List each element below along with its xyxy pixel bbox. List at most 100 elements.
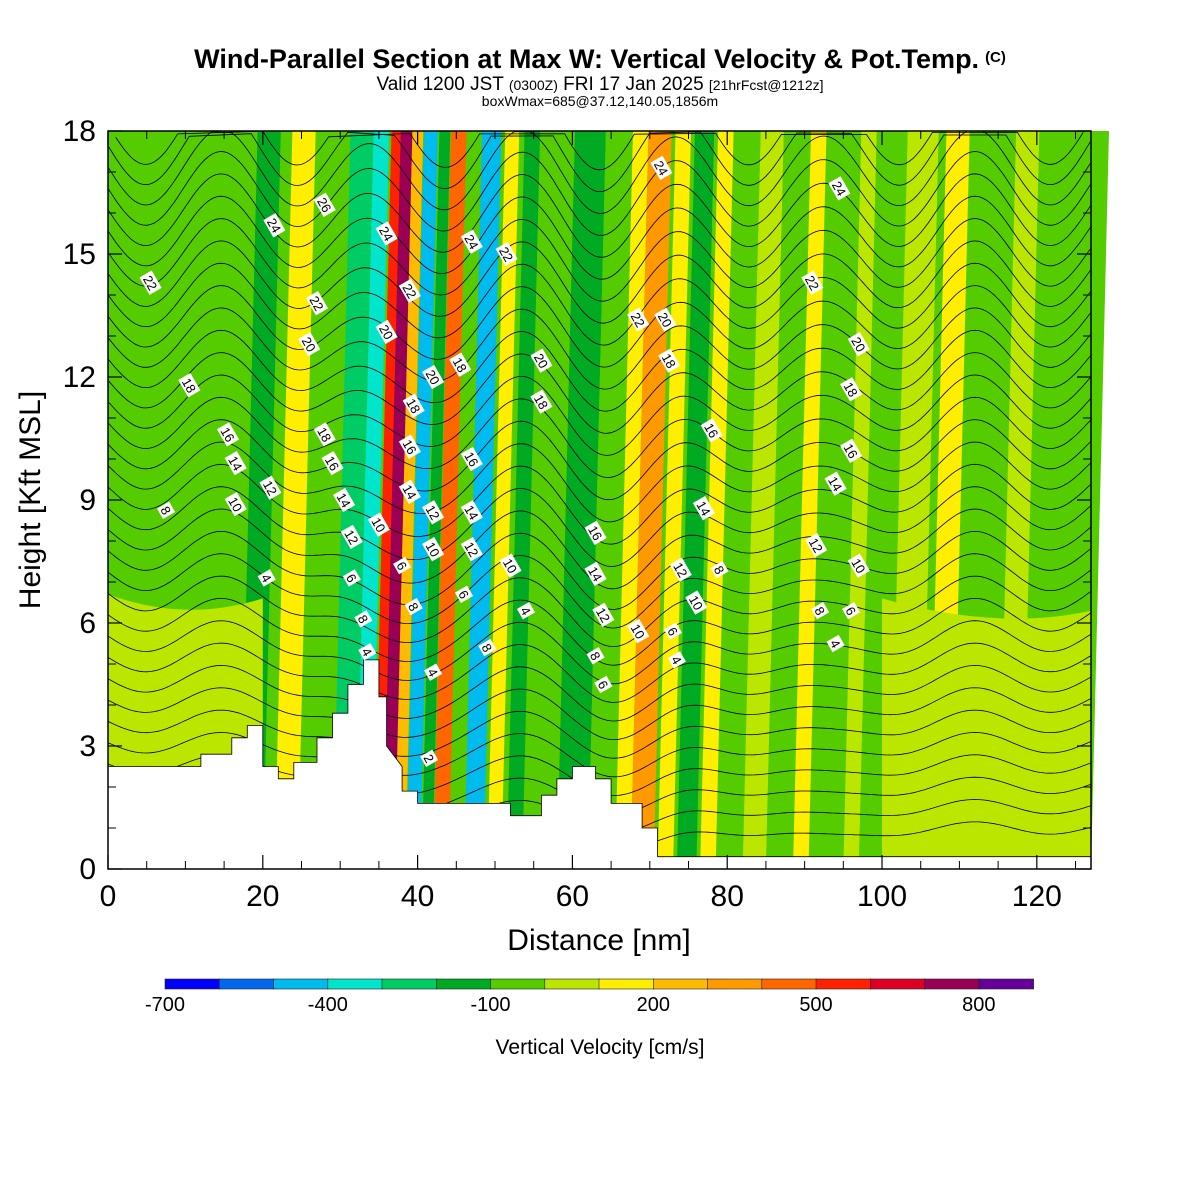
theta-label-box [358,643,377,661]
theta-label-text: 14 [461,503,481,523]
theta-label-text: 12 [670,560,690,580]
theta-label-text: 22 [628,310,648,330]
theta-label-text: 24 [829,179,849,199]
theta-label: 12 [592,602,615,627]
theta-label-text: 16 [841,441,861,461]
theta-label-box [692,496,716,521]
theta-label-text: 16 [701,421,721,441]
theta-label: 16 [216,422,240,447]
theta-label-box [847,332,870,357]
theta-label-text: 16 [585,523,605,543]
theta-label-text: 26 [314,195,334,215]
theta-label: 10 [627,619,650,644]
theta-label-box [847,553,870,578]
theta-label: 8 [586,647,605,665]
velocity-band [464,131,502,869]
theta-contour-line [107,195,1092,280]
theta-label: 20 [422,364,445,390]
theta-contour-line [107,218,1092,302]
forecast-info: [21hrFcst@1212z] [708,77,824,93]
theta-label: 8 [404,597,423,616]
x-tick-label: 80 [711,880,744,913]
theta-contour-line [107,530,1092,610]
theta-label: 16 [398,434,421,459]
theta-label: 6 [342,569,361,587]
theta-label: 14 [398,479,421,504]
theta-label-box [499,553,522,578]
theta-label-text: 14 [585,564,605,584]
theta-label-box [826,634,845,653]
theta-label-box [592,602,615,627]
theta-label-text: 12 [806,535,826,555]
theta-label: 4 [257,569,276,587]
theta-label-text: 16 [461,449,481,469]
theta-label-box [340,524,363,550]
theta-contour-line [107,419,1092,501]
theta-label-box [216,422,240,447]
theta-label-box [478,638,497,657]
theta-label: 12 [460,537,483,562]
theta-label-box [398,434,421,459]
chart-title: Wind-Parallel Section at Max W: Vertical… [0,44,1200,75]
colorbar-label: Vertical Velocity [cm/s] [495,1036,705,1059]
colorbar-swatch [327,978,383,990]
theta-label: 4 [424,663,443,681]
terrain-mask [107,659,1092,870]
theta-label: 18 [840,377,863,402]
theta-label: 18 [449,352,472,377]
theta-label: 8 [710,561,729,579]
colorbar-swatch [978,978,1034,990]
theta-label-text: 18 [841,380,861,400]
theta-label: 6 [663,622,683,640]
theta-label: 4 [516,602,536,620]
theta-contour-line [107,687,1092,741]
theta-label: 18 [178,373,201,398]
velocity-band [506,131,541,869]
theta-label: 20 [847,332,870,357]
theta-label-box [460,500,483,525]
theta-label: 6 [393,556,412,575]
theta-label: 24 [460,229,483,254]
theta-label-box [404,597,423,616]
y-axis-label: Height [Kft MSL] [14,391,47,609]
colorbar-tick-label: -700 [144,994,186,1016]
theta-label-text: 16 [322,453,342,473]
theta-label-box [375,319,398,345]
theta-label-box [422,537,445,562]
theta-label-box [669,557,692,582]
theta-label-text: 24 [461,232,481,252]
theta-label-text: 18 [659,351,679,371]
theta-label-box [627,619,650,644]
colorbar-swatch [435,978,492,990]
theta-contour-line [107,575,1092,648]
theta-label-text: 14 [693,498,713,518]
theta-label-box [700,418,723,443]
theta-label-box [393,556,412,575]
colorbar-swatch [164,978,221,990]
theta-label: 14 [584,561,607,586]
velocity-band [487,131,520,869]
colorbar [164,978,1034,990]
theta-label: 20 [298,332,321,357]
theta-contour-line [115,130,1084,171]
colorbar-swatch [273,978,329,990]
velocity-band [858,131,901,869]
theta-label-box [516,602,536,620]
theta-label-box [263,213,286,238]
theta-contour-line [107,664,1092,722]
theta-label: 18 [530,389,553,414]
theta-label-box [586,647,605,665]
velocity-band [433,131,467,869]
axes: 0 20 40 60 80 100 120 0 3 6 9 12 15 18 [63,115,1091,913]
theta-label-text: 18 [403,396,423,416]
theta-label: 14 [333,487,356,513]
theta-label: 8 [811,602,830,620]
theta-label-box [840,377,863,402]
theta-label: 24 [263,213,286,238]
theta-contour-line [107,553,1092,629]
velocity-band [843,131,877,869]
y-tick-label: 0 [79,853,96,886]
theta-label-text: 12 [423,503,443,523]
theta-label-box [811,602,830,620]
